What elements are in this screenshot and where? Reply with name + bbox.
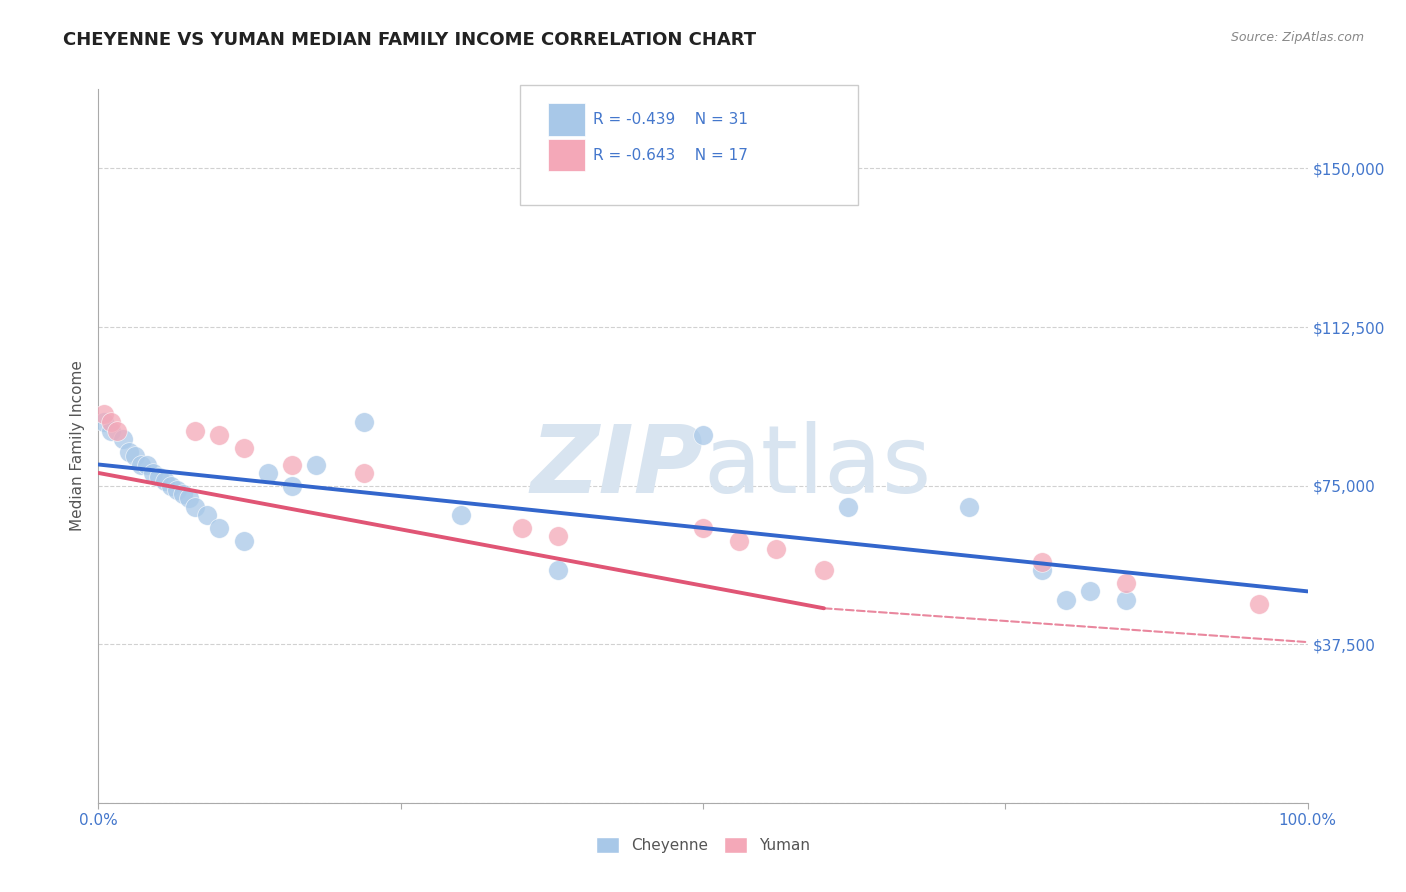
Point (1115, 575, 1137, 590)
Point (111, 432, 134, 446)
Point (547, 563, 569, 577)
Point (256, 466, 278, 480)
Text: ZIP: ZIP (530, 421, 703, 514)
Point (305, 458, 328, 472)
Point (135, 458, 157, 472)
Point (281, 478, 304, 492)
Point (353, 415, 375, 429)
Y-axis label: Median Family Income: Median Family Income (69, 360, 84, 532)
Point (208, 521, 231, 535)
Point (232, 441, 254, 455)
Legend: Cheyenne, Yuman: Cheyenne, Yuman (591, 831, 815, 859)
Point (813, 563, 835, 577)
Point (195, 508, 218, 523)
Point (172, 487, 194, 501)
Point (100, 415, 122, 429)
Point (100, 424, 122, 438)
Point (692, 428, 714, 442)
Point (281, 458, 304, 472)
Point (124, 449, 146, 463)
Text: R = -0.643    N = 17: R = -0.643 N = 17 (593, 148, 748, 162)
Text: Source: ZipAtlas.com: Source: ZipAtlas.com (1230, 31, 1364, 45)
Point (153, 475, 176, 489)
Point (1054, 592, 1077, 607)
Point (142, 466, 165, 480)
Point (353, 466, 375, 480)
Point (547, 529, 569, 543)
Point (160, 478, 183, 492)
Point (179, 491, 201, 506)
Point (450, 508, 472, 523)
Point (1249, 597, 1271, 611)
Text: CHEYENNE VS YUMAN MEDIAN FAMILY INCOME CORRELATION CHART: CHEYENNE VS YUMAN MEDIAN FAMILY INCOME C… (63, 31, 756, 49)
Point (1115, 592, 1137, 607)
Point (148, 470, 170, 484)
Point (957, 500, 980, 514)
Point (184, 500, 207, 514)
Point (765, 542, 787, 557)
Point (93, 415, 115, 429)
Point (166, 483, 188, 497)
Text: atlas: atlas (703, 421, 931, 514)
Point (129, 458, 152, 472)
Point (1031, 563, 1053, 577)
Point (105, 424, 128, 438)
Text: R = -0.439    N = 31: R = -0.439 N = 31 (593, 112, 748, 127)
Point (510, 521, 533, 535)
Point (837, 500, 859, 514)
Point (728, 533, 751, 548)
Point (692, 521, 714, 535)
Point (232, 533, 254, 548)
Point (208, 428, 231, 442)
Point (184, 424, 207, 438)
Point (118, 445, 141, 459)
Point (1031, 555, 1053, 569)
Point (1078, 584, 1101, 599)
Point (93, 407, 115, 421)
